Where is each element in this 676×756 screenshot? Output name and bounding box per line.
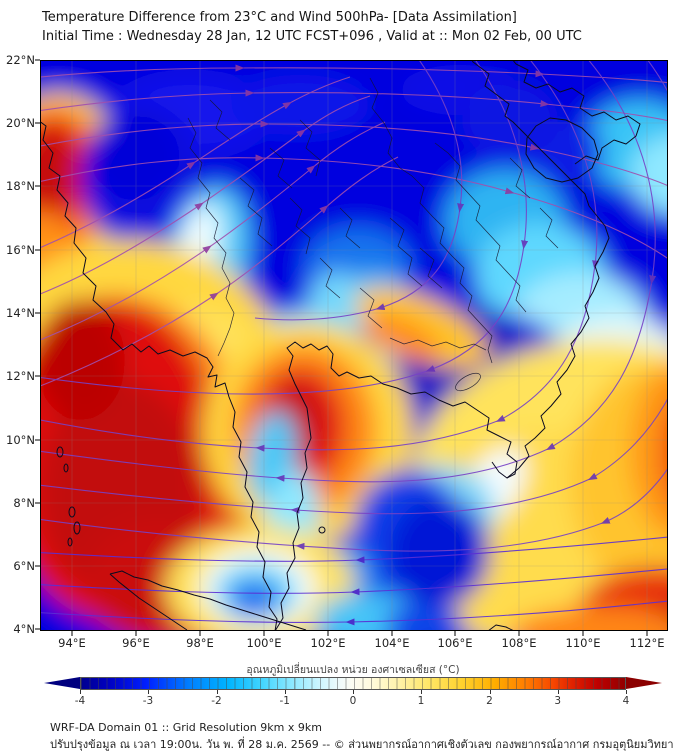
colorbar-tick [148,690,149,694]
x-axis-label: 110°E [565,636,601,650]
y-axis-label: 16°N [6,243,35,257]
x-axis-label: 106°E [437,636,473,650]
colorbar-tick-label: 1 [417,695,425,707]
y-axis-label: 4°N [13,622,35,636]
colorbar-gradient [80,677,626,690]
coastlines [40,60,641,631]
colorbar-title: อุณหภูมิเปลี่ยนแปลง หน่วย องศาเซลเซียส (… [246,664,460,676]
country-province-borders [187,77,559,392]
x-axis-label: 94°E [58,636,86,650]
footer: WRF-DA Domain 01 :: Grid Resolution 9km … [50,719,674,753]
colorbar-tick [421,690,422,694]
colorbar-tick-label: -3 [142,695,154,707]
colorbar-tick [353,690,354,694]
colorbar-left-arrow [44,677,80,689]
footer-agency-info: ปรับปรุงข้อมูล ณ เวลา 19:00น. วัน พ. ที่… [50,738,674,751]
colorbar-tick-label: -2 [211,695,222,707]
y-axis-label: 10°N [6,433,35,447]
colorbar-tick [216,690,218,694]
y-axis-label: 20°N [6,116,35,130]
x-axis-label: 108°E [501,636,537,650]
y-axis-label: 8°N [13,496,35,510]
map-frame [40,60,668,631]
colorbar-tick [489,690,491,694]
x-axis-label: 98°E [186,636,214,650]
x-axis-label: 100°E [246,636,282,650]
wind-streamlines [40,60,668,631]
y-axis-label: 12°N [6,369,35,383]
chart-subtitle: Initial Time : Wednesday 28 Jan, 12 UTC … [42,29,582,44]
y-axis-label: 6°N [13,559,35,573]
colorbar-tick-label: 4 [622,695,630,707]
colorbar: อุณหภูมิเปลี่ยนแปลง หน่วย องศาเซลเซียส (… [44,664,662,711]
colorbar-tick [626,690,627,694]
x-axis-label: 112°E [629,636,665,650]
x-axis-label: 102°E [310,636,346,650]
x-axis-label: 96°E [122,636,150,650]
colorbar-tick-label: -1 [279,695,290,707]
colorbar-tick-label: 2 [486,695,493,707]
temperature-wind-map [40,60,668,631]
colorbar-tick-label: -4 [74,695,86,707]
colorbar-tick [80,690,81,694]
x-axis-label: 104°E [374,636,410,650]
y-axis-label: 22°N [6,53,35,67]
colorbar-right-arrow [626,677,662,689]
colorbar-tick-label: 0 [349,695,357,707]
y-axis-label: 18°N [6,179,35,193]
colorbar-tick [557,690,559,694]
y-axis-label: 14°N [6,306,35,320]
footer-domain-info: WRF-DA Domain 01 :: Grid Resolution 9km … [50,721,322,734]
colorbar-tick [284,690,286,694]
colorbar-tick-label: 3 [554,695,562,707]
map-canvas [40,60,668,631]
chart-title: Temperature Difference from 23°C and Win… [42,10,517,25]
chart-titles: Temperature Difference from 23°C and Win… [42,8,582,46]
